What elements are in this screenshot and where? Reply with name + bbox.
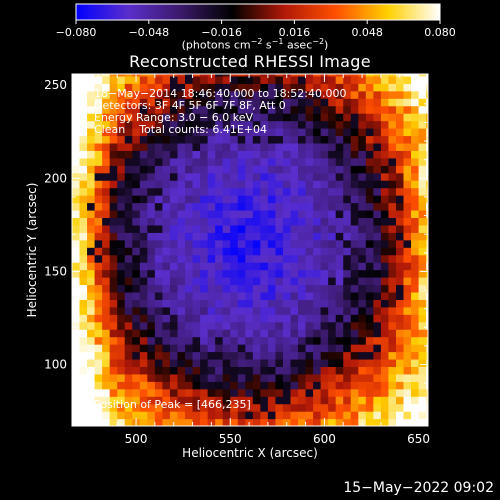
x-tick-label: 600 <box>313 432 336 446</box>
y-tick-label: 150 <box>44 264 67 278</box>
colorbar-gradient <box>75 3 441 21</box>
plot-frame <box>71 73 429 427</box>
colorbar-tick-label: −0.016 <box>201 26 242 39</box>
x-tick-label: 650 <box>407 432 430 446</box>
y-axis-label: Heliocentric Y (arcsec) <box>25 182 39 318</box>
x-tick-label: 550 <box>219 432 242 446</box>
annotation-detectors: Detectors: 3F 4F 5F 6F 7F 8F, Att 0 <box>94 99 286 112</box>
colorbar: −0.080 −0.048 −0.016 0.016 0.048 0.080 <box>56 3 456 39</box>
y-tick-label: 100 <box>44 358 67 372</box>
x-axis-label: Heliocentric X (arcsec) <box>182 446 318 460</box>
colorbar-tick-label: 0.048 <box>351 26 383 39</box>
x-tick-label: 500 <box>125 432 148 446</box>
colorbar-tick-label: 0.080 <box>424 26 456 39</box>
y-tick-label: 250 <box>44 78 67 92</box>
colorbar-label: (photons cm−2 s−1 asec−2) <box>181 37 329 52</box>
plot-title: Reconstructed RHESSI Image <box>129 52 371 71</box>
colorbar-tick-label: 0.016 <box>279 26 311 39</box>
colorbar-tick-label: −0.048 <box>128 26 169 39</box>
peak-position-label: Position of Peak = [466,235] <box>94 398 251 411</box>
annotation-total-counts: Clean Total counts: 6.41E+04 <box>94 123 268 136</box>
annotation-energy-range: Energy Range: 3.0 − 6.0 keV <box>94 111 254 124</box>
heatmap-image <box>72 74 428 426</box>
y-tick-label: 200 <box>44 171 67 185</box>
footer-timestamp: 15−May−2022 09:02 <box>343 480 494 496</box>
colorbar-tick-label: −0.080 <box>56 26 97 39</box>
annotation-time-range: 18−May−2014 18:46:40.000 to 18:52:40.000 <box>94 87 347 100</box>
